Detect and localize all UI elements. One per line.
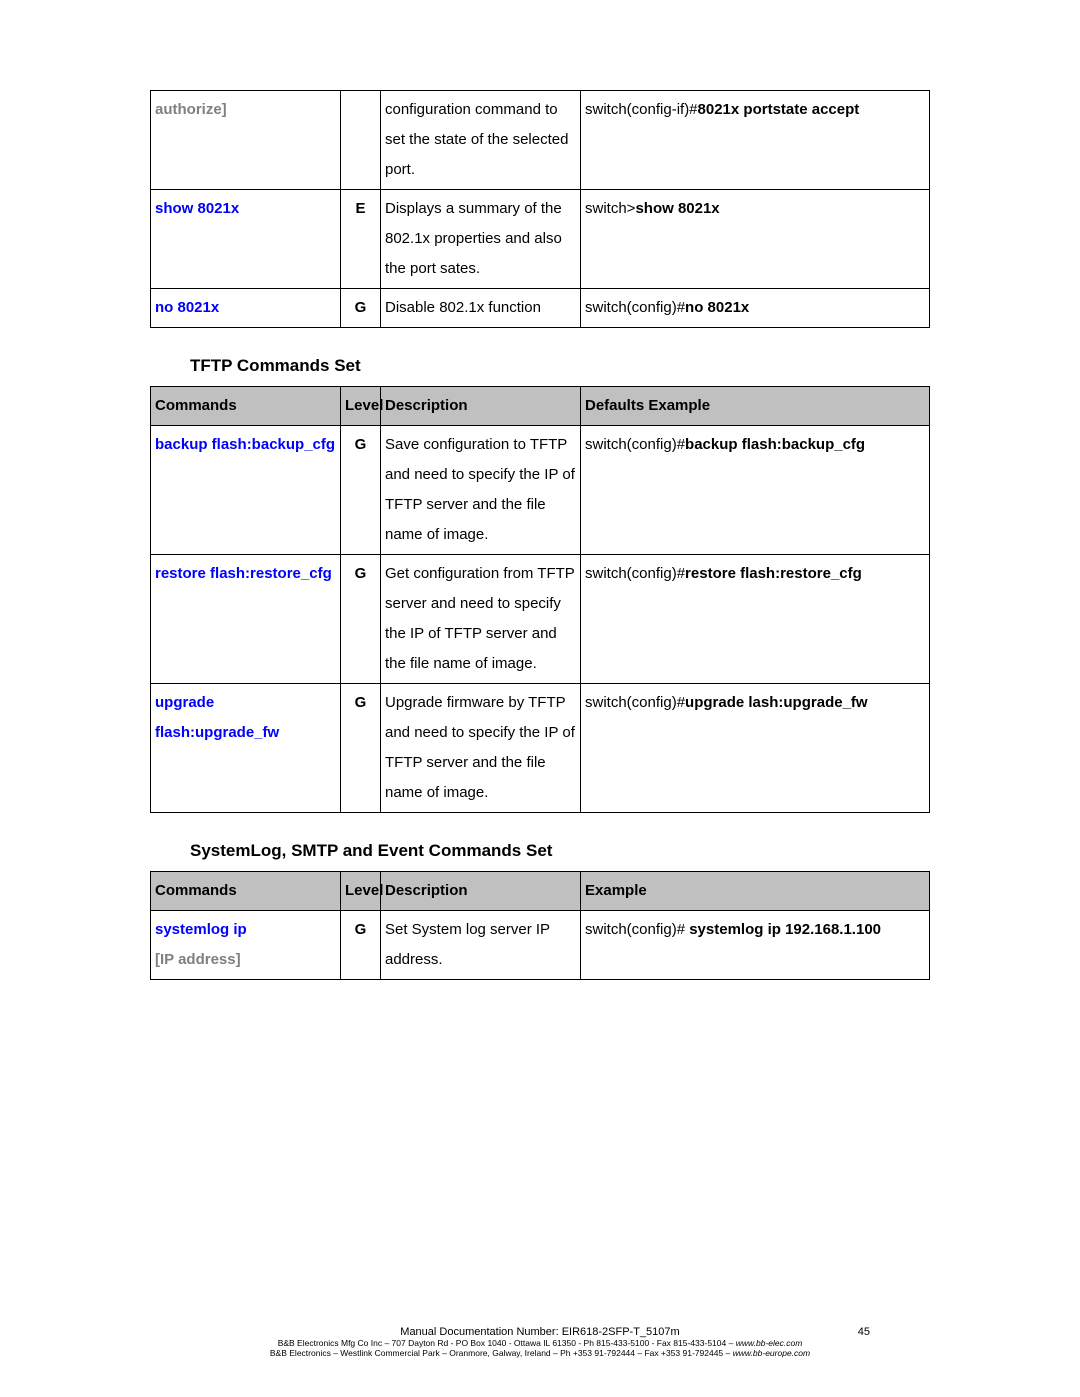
header-commands: Commands (151, 872, 341, 911)
example-bold: no 8021x (685, 299, 749, 316)
example-prefix: switch> (585, 200, 635, 217)
example-bold: backup flash:backup_cfg (685, 436, 865, 453)
example-bold: 8021x portstate accept (698, 101, 860, 118)
footer-address-us: B&B Electronics Mfg Co Inc – 707 Dayton … (150, 1338, 930, 1349)
command-text: no 8021x (155, 299, 219, 316)
cell-description: Upgrade firmware by TFTP and need to spe… (381, 684, 581, 813)
example-prefix: switch(config)# (585, 436, 685, 453)
table-row: no 8021x G Disable 802.1x function switc… (151, 289, 930, 328)
example-bold: upgrade lash:upgrade_fw (685, 694, 868, 711)
table-row: authorize] configuration command to set … (151, 91, 930, 190)
example-bold: show 8021x (635, 200, 719, 217)
header-commands: Commands (151, 387, 341, 426)
cell-example: switch(config)#upgrade lash:upgrade_fw (581, 684, 930, 813)
cell-description: Displays a summary of the 802.1x propert… (381, 190, 581, 289)
table-row: show 8021x E Displays a summary of the 8… (151, 190, 930, 289)
table-row: backup flash:backup_cfg G Save configura… (151, 426, 930, 555)
cell-command: show 8021x (151, 190, 341, 289)
cell-level: G (341, 289, 381, 328)
header-description: Description (381, 387, 581, 426)
cell-command: no 8021x (151, 289, 341, 328)
table-row: upgrade flash:upgrade_fw G Upgrade firmw… (151, 684, 930, 813)
section-title-systemlog: SystemLog, SMTP and Event Commands Set (190, 841, 930, 861)
cell-command: systemlog ip [IP address] (151, 911, 341, 980)
cell-command: backup flash:backup_cfg (151, 426, 341, 555)
cell-description: Disable 802.1x function (381, 289, 581, 328)
cell-level: E (341, 190, 381, 289)
footer-us-text: B&B Electronics Mfg Co Inc – 707 Dayton … (278, 1338, 736, 1348)
footer-address-eu: B&B Electronics – Westlink Commercial Pa… (150, 1348, 930, 1359)
command-text: show 8021x (155, 200, 239, 217)
cell-example: switch(config)#no 8021x (581, 289, 930, 328)
footer-eu-link[interactable]: www.bb-europe.com (733, 1348, 810, 1358)
table-8021x-continued: authorize] configuration command to set … (150, 90, 930, 328)
page-number: 45 (858, 1326, 870, 1338)
command-text: restore flash:restore_cfg (155, 565, 332, 582)
command-placeholder: [IP address] (155, 951, 241, 968)
example-bold: restore flash:restore_cfg (685, 565, 862, 582)
header-level: Level (341, 387, 381, 426)
example-prefix: switch(config)# (585, 921, 685, 938)
command-text: systemlog ip (155, 921, 247, 938)
page-footer: Manual Documentation Number: EIR618-2SFP… (150, 1326, 930, 1359)
cell-description: Get configuration from TFTP server and n… (381, 555, 581, 684)
table-header-row: Commands Level Description Example (151, 872, 930, 911)
table-row: systemlog ip [IP address] G Set System l… (151, 911, 930, 980)
cell-description: Save configuration to TFTP and need to s… (381, 426, 581, 555)
cell-example: switch(config)#backup flash:backup_cfg (581, 426, 930, 555)
cell-command: authorize] (151, 91, 341, 190)
example-prefix: switch(config)# (585, 694, 685, 711)
example-prefix: switch(config-if)# (585, 101, 698, 118)
header-level: Level (341, 872, 381, 911)
cell-command: upgrade flash:upgrade_fw (151, 684, 341, 813)
table-header-row: Commands Level Description Defaults Exam… (151, 387, 930, 426)
cell-level: G (341, 426, 381, 555)
cell-example: switch(config)# systemlog ip 192.168.1.1… (581, 911, 930, 980)
command-text: backup flash:backup_cfg (155, 436, 335, 453)
table-tftp: Commands Level Description Defaults Exam… (150, 386, 930, 813)
header-description: Description (381, 872, 581, 911)
cell-description: Set System log server IP address. (381, 911, 581, 980)
header-example: Example (581, 872, 930, 911)
footer-doc-line: Manual Documentation Number: EIR618-2SFP… (150, 1326, 930, 1338)
header-example: Defaults Example (581, 387, 930, 426)
cell-level (341, 91, 381, 190)
cell-example: switch(config)#restore flash:restore_cfg (581, 555, 930, 684)
cell-example: switch>show 8021x (581, 190, 930, 289)
table-systemlog: Commands Level Description Example syste… (150, 871, 930, 980)
cell-example: switch(config-if)#8021x portstate accept (581, 91, 930, 190)
cell-command: restore flash:restore_cfg (151, 555, 341, 684)
command-text: upgrade flash:upgrade_fw (155, 694, 279, 741)
cell-description: configuration command to set the state o… (381, 91, 581, 190)
page: authorize] configuration command to set … (0, 0, 1080, 1397)
footer-us-link[interactable]: www.bb-elec.com (736, 1338, 803, 1348)
command-text: authorize] (155, 101, 227, 118)
example-bold: systemlog ip 192.168.1.100 (685, 921, 881, 938)
table-row: restore flash:restore_cfg G Get configur… (151, 555, 930, 684)
section-title-tftp: TFTP Commands Set (190, 356, 930, 376)
footer-doc-label: Manual Documentation Number: EIR618-2SFP… (400, 1326, 679, 1338)
cell-level: G (341, 684, 381, 813)
example-prefix: switch(config)# (585, 299, 685, 316)
example-prefix: switch(config)# (585, 565, 685, 582)
cell-level: G (341, 555, 381, 684)
footer-eu-text: B&B Electronics – Westlink Commercial Pa… (270, 1348, 733, 1358)
cell-level: G (341, 911, 381, 980)
